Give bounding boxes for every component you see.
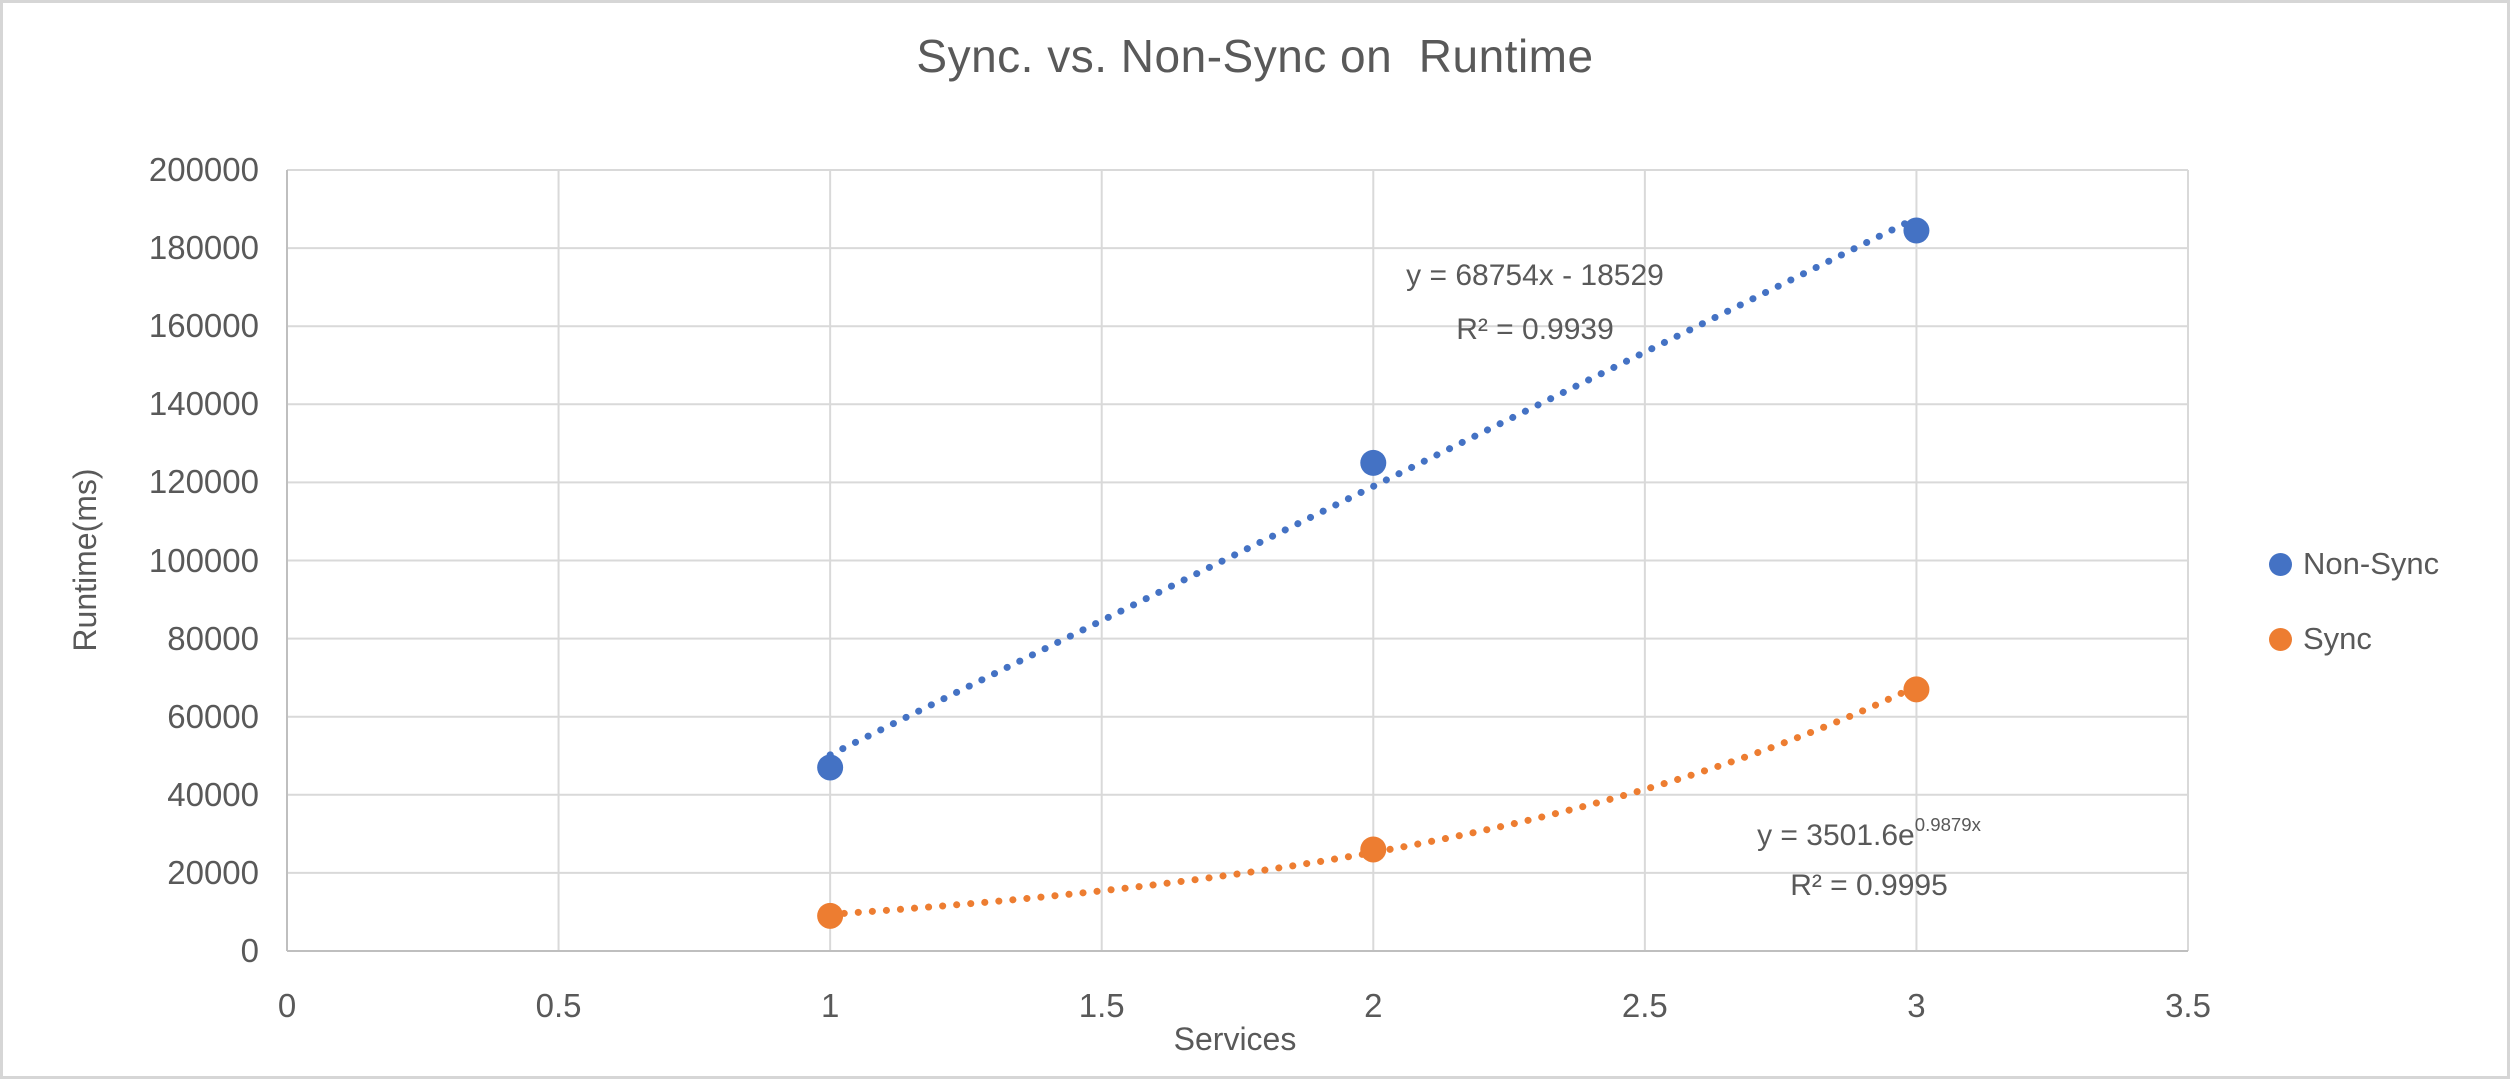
x-axis-title: Services bbox=[1173, 1021, 1297, 1057]
legend-marker-non-sync bbox=[2269, 552, 2292, 576]
data-point-non-sync bbox=[1903, 217, 1930, 244]
y-tick-label: 80000 bbox=[167, 619, 259, 657]
data-point-sync bbox=[1360, 836, 1387, 863]
legend-item-non-sync: Non-Sync bbox=[2269, 541, 2439, 587]
y-tick-label: 180000 bbox=[148, 229, 259, 267]
y-axis-title: Runtime(ms) bbox=[67, 468, 103, 652]
y-tick-label: 0 bbox=[240, 932, 259, 969]
x-tick-label: 3.5 bbox=[2165, 987, 2211, 1024]
y-tick-label: 160000 bbox=[148, 307, 259, 345]
trendline-annotation-sync: y = 3501.6e0.9879x R² = 0.9995 bbox=[1619, 803, 2119, 911]
y-tick-label: 120000 bbox=[148, 463, 259, 501]
legend: Non-Sync Sync bbox=[2269, 541, 2439, 691]
x-tick-label: 1.5 bbox=[1078, 987, 1125, 1024]
y-tick-label: 40000 bbox=[167, 775, 259, 813]
data-point-sync bbox=[817, 902, 844, 929]
y-tick-label: 140000 bbox=[148, 385, 259, 423]
legend-marker-sync bbox=[2269, 627, 2292, 651]
axis-lines bbox=[286, 170, 2188, 952]
x-tick-label: 1 bbox=[820, 987, 840, 1024]
x-tick-label: 0 bbox=[277, 987, 297, 1024]
y-tick-label: 60000 bbox=[167, 697, 259, 735]
x-tick-label: 0.5 bbox=[535, 987, 582, 1024]
y-tick-label: 200000 bbox=[148, 151, 259, 188]
data-point-sync bbox=[1903, 676, 1930, 703]
chart-title: Sync. vs. Non-Sync on Runtime bbox=[916, 30, 1594, 82]
y-tick-label: 100000 bbox=[148, 541, 259, 579]
y-tick-label: 20000 bbox=[167, 853, 259, 891]
trendline-equation-non-sync: y = 68754x - 18529 bbox=[1406, 259, 1664, 292]
trendline-equation-sync-exponent: 0.9879x bbox=[1914, 814, 1981, 836]
data-point-non-sync bbox=[817, 754, 844, 781]
legend-label-non-sync: Non-Sync bbox=[2303, 546, 2440, 581]
trendline-equation-sync: y = 3501.6e0.9879x bbox=[1757, 814, 1981, 852]
x-tick-label: 2.5 bbox=[1621, 987, 1668, 1024]
trendline-non-sync bbox=[826, 214, 1920, 759]
legend-label-sync: Sync bbox=[2303, 621, 2372, 656]
legend-item-sync: Sync bbox=[2269, 616, 2439, 662]
x-tick-label: 3 bbox=[1907, 987, 1926, 1024]
plot-svg bbox=[286, 169, 2189, 952]
gridlines bbox=[287, 169, 2189, 951]
data-point-non-sync bbox=[1360, 449, 1387, 476]
trendline-annotation-non-sync: y = 68754x - 18529 R² = 0.9939 bbox=[1285, 249, 1785, 357]
x-tick-label: 2 bbox=[1364, 987, 1383, 1024]
data-point-markers bbox=[817, 217, 1930, 929]
trendline-r-squared-non-sync: R² = 0.9939 bbox=[1456, 313, 1614, 346]
trendline-r-squared-sync: R² = 0.9995 bbox=[1790, 869, 1948, 902]
